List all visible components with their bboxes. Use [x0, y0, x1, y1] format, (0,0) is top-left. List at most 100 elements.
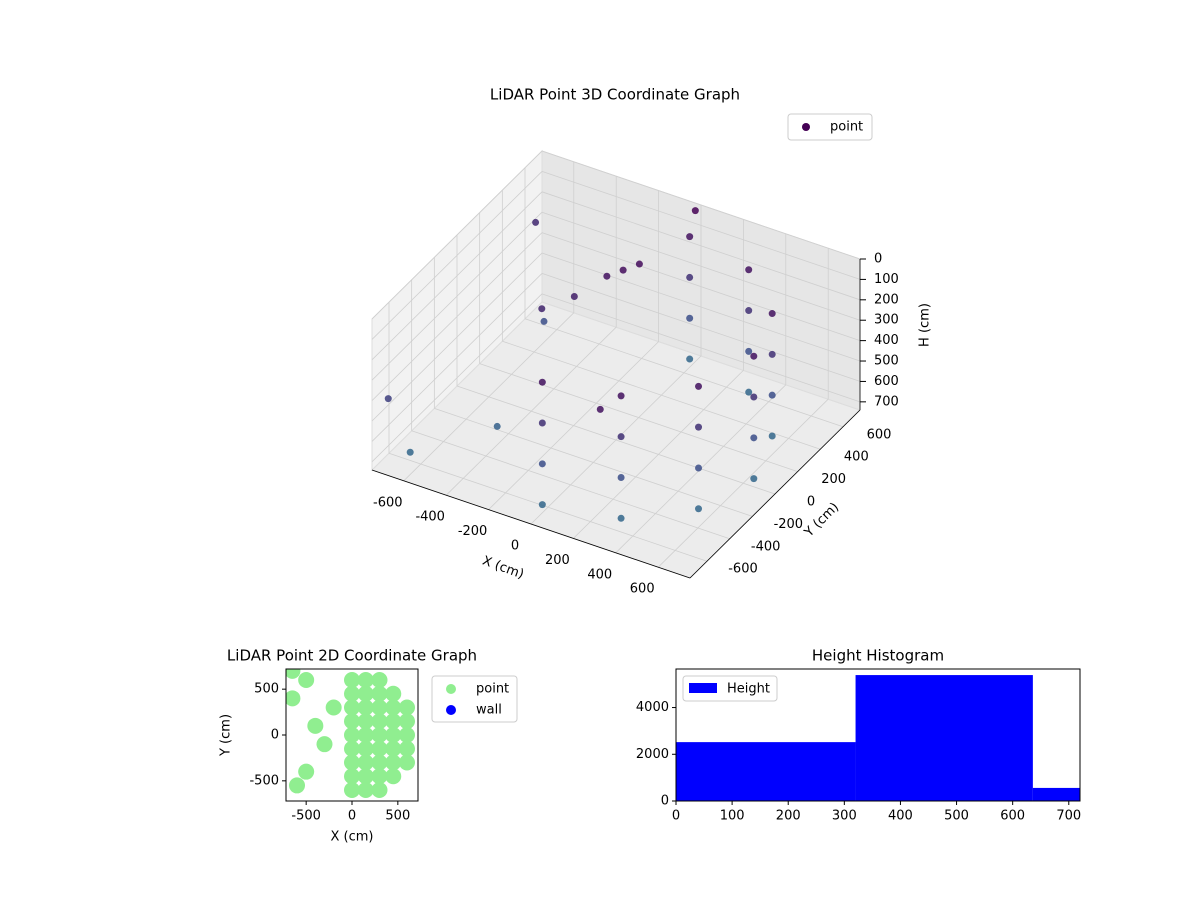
point [344, 782, 360, 798]
y-tick-label: -600 [728, 562, 758, 577]
x-tick-label: 600 [630, 582, 655, 597]
point [745, 388, 753, 396]
grid-line [388, 452, 708, 562]
point [768, 391, 776, 399]
grid-line [411, 430, 730, 540]
grid-line [502, 340, 821, 450]
grid-line [541, 211, 861, 321]
point [538, 460, 546, 468]
grid-line [479, 363, 798, 472]
point [399, 699, 415, 716]
point [617, 433, 625, 441]
point [357, 713, 374, 730]
point [385, 727, 402, 743]
grid-line [371, 191, 543, 361]
point [385, 754, 402, 771]
axes-frame [675, 668, 1081, 802]
point [399, 740, 415, 757]
z-tick-label: 300 [874, 313, 899, 328]
y-tick-label: 0 [271, 728, 279, 743]
point [357, 754, 374, 771]
point [385, 768, 402, 785]
legend-box [682, 675, 778, 702]
grid-line [371, 171, 543, 340]
point [635, 260, 643, 268]
point [357, 727, 374, 743]
point [385, 699, 402, 716]
legend-label: wall [476, 703, 502, 718]
x-axis-label: X (cm) [331, 830, 374, 845]
point [617, 392, 625, 400]
point [686, 273, 694, 281]
point [357, 782, 374, 798]
point [532, 218, 540, 226]
x-tick-label: 700 [1056, 809, 1081, 824]
point [745, 347, 753, 355]
point [344, 699, 360, 716]
point [619, 266, 627, 274]
point [298, 763, 315, 780]
y-tick-label: 500 [254, 682, 279, 697]
x-tick-label: 100 [720, 809, 745, 824]
x-tick-label: 0 [511, 539, 519, 554]
point [538, 419, 546, 427]
point [357, 740, 374, 757]
point [596, 405, 604, 413]
point [745, 266, 753, 274]
point [538, 378, 546, 386]
point [617, 514, 625, 522]
x-tick-label: 300 [832, 809, 857, 824]
point [371, 685, 388, 702]
axis-line [371, 469, 691, 579]
point [384, 395, 392, 403]
point [686, 355, 694, 363]
point [538, 501, 546, 509]
z-tick-label: 400 [874, 333, 899, 348]
y-tick-label: -200 [774, 517, 804, 532]
point [344, 685, 360, 702]
bar [855, 675, 1033, 801]
point [357, 685, 374, 702]
point [695, 382, 703, 390]
point [750, 475, 758, 483]
x-tick-label: 0 [348, 809, 356, 824]
axis-line [689, 409, 861, 579]
chart-title: Height Histogram [812, 647, 944, 665]
point [603, 272, 611, 280]
grid-line [434, 408, 753, 517]
grid-line [371, 252, 543, 422]
point [307, 717, 324, 734]
point [371, 740, 388, 757]
grid-line [371, 273, 543, 442]
x-tick-label: 500 [944, 809, 969, 824]
point [344, 727, 360, 743]
grid-line [541, 191, 861, 301]
point [570, 293, 578, 301]
point [695, 505, 703, 513]
point [371, 713, 388, 730]
grid-line [541, 252, 861, 362]
grid-line [541, 150, 861, 260]
point [695, 423, 703, 431]
point [385, 713, 402, 730]
x-tick-label: 200 [545, 553, 570, 568]
point [686, 314, 694, 322]
z-tick-label: 200 [874, 292, 899, 307]
legend-label: point [830, 120, 863, 135]
z-tick-label: 600 [874, 374, 899, 389]
point [750, 393, 758, 401]
x-tick-label: 400 [587, 567, 612, 582]
point [316, 736, 333, 753]
x-tick-label: 600 [1000, 809, 1025, 824]
point [399, 713, 415, 730]
point [357, 699, 374, 716]
grid-line [371, 211, 543, 381]
point [371, 727, 388, 743]
point [493, 422, 501, 430]
point [298, 672, 315, 688]
grid-line [456, 385, 776, 495]
point [399, 727, 415, 743]
point [750, 352, 758, 360]
legend-marker [446, 684, 456, 694]
legend-marker [802, 123, 810, 131]
